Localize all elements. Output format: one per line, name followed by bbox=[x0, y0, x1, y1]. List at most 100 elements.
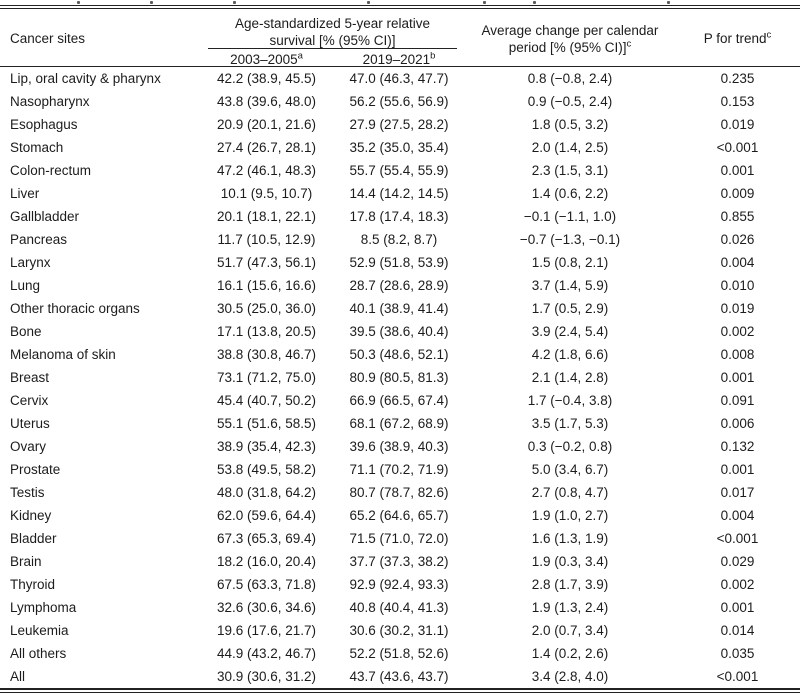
cell-survival-2019-2021: 55.7 (55.4, 55.9) bbox=[349, 163, 449, 178]
cell-survival-2003-2005: 48.0 (31.8, 64.2) bbox=[216, 485, 317, 500]
cell-cancer-site: Stomach bbox=[10, 140, 64, 155]
cell-survival-2019-2021: 80.9 (80.5, 81.3) bbox=[349, 370, 449, 385]
clipped-caption-strip bbox=[0, 0, 800, 5]
cell-p-for-trend: 0.002 bbox=[720, 577, 755, 592]
cell-survival-2003-2005: 30.9 (30.6, 31.2) bbox=[216, 669, 317, 684]
cell-survival-2019-2021: 39.5 (38.6, 40.4) bbox=[349, 324, 449, 339]
table-row: Colon-rectum 47.2 (46.1, 48.3) 55.7 (55.… bbox=[0, 159, 800, 182]
table-top-rule bbox=[0, 5, 800, 9]
cell-average-change: 4.2 (1.8, 6.6) bbox=[531, 347, 609, 362]
table-row: Lip, oral cavity & pharynx 42.2 (38.9, 4… bbox=[0, 67, 800, 90]
table-row: Uterus 55.1 (51.6, 58.5) 68.1 (67.2, 68.… bbox=[0, 412, 800, 435]
cell-cancer-site: Lung bbox=[10, 278, 41, 293]
cell-survival-2019-2021: 17.8 (17.4, 18.3) bbox=[349, 209, 449, 224]
cell-survival-2003-2005: 38.9 (35.4, 42.3) bbox=[216, 439, 317, 454]
cell-survival-2019-2021: 71.1 (70.2, 71.9) bbox=[349, 462, 449, 477]
cell-cancer-site: Breast bbox=[10, 370, 50, 385]
column-header-p-for-trend: P for trendc bbox=[675, 9, 800, 68]
group-header-spanner-rule bbox=[208, 48, 457, 49]
cell-survival-2019-2021: 39.6 (38.9, 40.3) bbox=[349, 439, 449, 454]
column-group-header-survival: Age-standardized 5-year relative surviva… bbox=[200, 9, 465, 49]
table-row: Liver 10.1 (9.5, 10.7) 14.4 (14.2, 14.5)… bbox=[0, 182, 800, 205]
table-row: Bladder 67.3 (65.3, 69.4) 71.5 (71.0, 72… bbox=[0, 527, 800, 550]
table-row: Testis 48.0 (31.8, 64.2) 80.7 (78.7, 82.… bbox=[0, 481, 800, 504]
cell-average-change: 0.8 (−0.8, 2.4) bbox=[527, 71, 613, 86]
group-header-line2: survival [% (95% CI)] bbox=[269, 33, 396, 48]
cell-p-for-trend: 0.035 bbox=[720, 646, 755, 661]
clipped-caption-fragment bbox=[483, 1, 486, 4]
cell-cancer-site: Brain bbox=[10, 554, 42, 569]
cell-cancer-site: Other thoracic organs bbox=[10, 301, 140, 316]
table-header: Cancer sites Age-standardized 5-year rel… bbox=[0, 9, 800, 68]
cell-cancer-site: Bladder bbox=[10, 531, 57, 546]
cell-cancer-site: All others bbox=[10, 646, 67, 661]
table-body: Lip, oral cavity & pharynx 42.2 (38.9, 4… bbox=[0, 67, 800, 688]
footnote-marker-b: b bbox=[430, 50, 436, 62]
cell-average-change: −0.1 (−1.1, 1.0) bbox=[523, 209, 617, 224]
cell-cancer-site: Pancreas bbox=[10, 232, 68, 247]
table-row: Thyroid 67.5 (63.3, 71.8) 92.9 (92.4, 93… bbox=[0, 573, 800, 596]
clipped-caption-fragment bbox=[667, 1, 670, 4]
cell-survival-2003-2005: 51.7 (47.3, 56.1) bbox=[216, 255, 317, 270]
footnote-marker-a: a bbox=[297, 50, 303, 62]
header-bottom-rule bbox=[0, 66, 800, 67]
clipped-caption-fragment bbox=[77, 1, 80, 4]
group-header-line1: Age-standardized 5-year relative bbox=[234, 16, 431, 31]
cell-cancer-site: Gallbladder bbox=[10, 209, 80, 224]
cell-cancer-site: Esophagus bbox=[10, 117, 78, 132]
cell-survival-2019-2021: 71.5 (71.0, 72.0) bbox=[349, 531, 449, 546]
cell-cancer-site: Prostate bbox=[10, 462, 61, 477]
cell-p-for-trend: 0.017 bbox=[720, 485, 755, 500]
column-header-period-2019-2021: 2019–2021b bbox=[333, 49, 465, 68]
cell-survival-2003-2005: 47.2 (46.1, 48.3) bbox=[216, 163, 317, 178]
cell-p-for-trend: 0.002 bbox=[720, 324, 755, 339]
cell-cancer-site: Melanoma of skin bbox=[10, 347, 116, 362]
footnote-marker-c: c bbox=[626, 38, 632, 49]
cell-average-change: 2.0 (0.7, 3.4) bbox=[531, 623, 609, 638]
clipped-caption-fragment bbox=[533, 1, 536, 4]
period-label: 2003–2005a bbox=[230, 50, 303, 67]
table-row: Prostate 53.8 (49.5, 58.2) 71.1 (70.2, 7… bbox=[0, 458, 800, 481]
cell-survival-2003-2005: 10.1 (9.5, 10.7) bbox=[220, 186, 313, 201]
cell-p-for-trend: 0.009 bbox=[720, 186, 755, 201]
cell-cancer-site: Ovary bbox=[10, 439, 47, 454]
cell-survival-2003-2005: 43.8 (39.6, 48.0) bbox=[216, 94, 317, 109]
cell-p-for-trend: 0.235 bbox=[720, 71, 755, 86]
cell-average-change: 3.9 (2.4, 5.4) bbox=[531, 324, 609, 339]
column-header-average-change: Average change per calendar period [% (9… bbox=[465, 9, 675, 68]
cell-p-for-trend: 0.001 bbox=[720, 163, 755, 178]
cell-survival-2003-2005: 20.9 (20.1, 21.6) bbox=[216, 117, 317, 132]
cell-p-for-trend: 0.006 bbox=[720, 416, 755, 431]
period-label: 2019–2021b bbox=[362, 50, 436, 67]
cell-cancer-site: Nasopharynx bbox=[10, 94, 90, 109]
column-header-cancer-sites: Cancer sites bbox=[0, 9, 200, 68]
cell-p-for-trend: 0.008 bbox=[720, 347, 755, 362]
cell-p-for-trend: 0.153 bbox=[720, 94, 755, 109]
table-row: Kidney 62.0 (59.6, 64.4) 65.2 (64.6, 65.… bbox=[0, 504, 800, 527]
cell-survival-2003-2005: 30.5 (25.0, 36.0) bbox=[216, 301, 317, 316]
cell-survival-2019-2021: 27.9 (27.5, 28.2) bbox=[349, 117, 449, 132]
cell-survival-2003-2005: 16.1 (15.6, 16.6) bbox=[216, 278, 317, 293]
clipped-caption-fragment bbox=[150, 1, 153, 4]
table-row: Cervix 45.4 (40.7, 50.2) 66.9 (66.5, 67.… bbox=[0, 389, 800, 412]
cell-p-for-trend: 0.001 bbox=[720, 462, 755, 477]
cell-p-for-trend: 0.132 bbox=[720, 439, 755, 454]
cell-survival-2019-2021: 35.2 (35.0, 35.4) bbox=[349, 140, 449, 155]
cell-average-change: 1.6 (1.3, 1.9) bbox=[531, 531, 609, 546]
cell-survival-2003-2005: 62.0 (59.6, 64.4) bbox=[216, 508, 317, 523]
cell-survival-2003-2005: 42.2 (38.9, 45.5) bbox=[216, 71, 317, 86]
table-row: Lung 16.1 (15.6, 16.6) 28.7 (28.6, 28.9)… bbox=[0, 274, 800, 297]
table-row: Pancreas 11.7 (10.5, 12.9) 8.5 (8.2, 8.7… bbox=[0, 228, 800, 251]
cell-average-change: 0.9 (−0.5, 2.4) bbox=[527, 94, 613, 109]
cell-cancer-site: Thyroid bbox=[10, 577, 56, 592]
cell-average-change: 1.7 (−0.4, 3.8) bbox=[527, 393, 613, 408]
cell-survival-2019-2021: 43.7 (43.6, 43.7) bbox=[349, 669, 449, 684]
cell-average-change: 1.7 (0.5, 2.9) bbox=[531, 301, 609, 316]
cell-average-change: 2.1 (1.4, 2.8) bbox=[531, 370, 609, 385]
column-header-period-2003-2005: 2003–2005a bbox=[200, 49, 333, 68]
cell-average-change: 1.9 (1.3, 2.4) bbox=[531, 600, 609, 615]
cell-average-change: 1.8 (0.5, 3.2) bbox=[531, 117, 609, 132]
cell-average-change: 2.3 (1.5, 3.1) bbox=[531, 163, 609, 178]
cell-average-change: −0.7 (−1.3, −0.1) bbox=[519, 232, 621, 247]
cell-average-change: 3.5 (1.7, 5.3) bbox=[531, 416, 609, 431]
